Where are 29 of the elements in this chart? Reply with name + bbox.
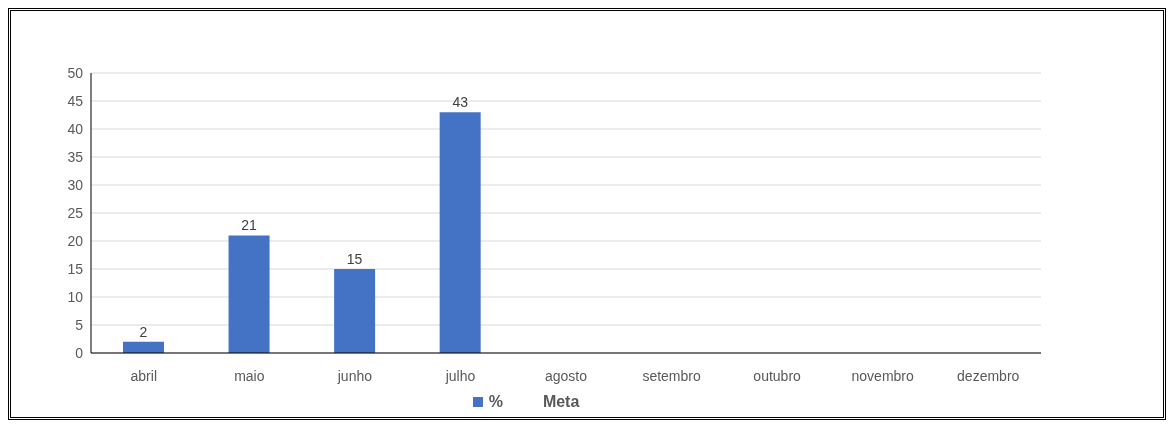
y-tick-label: 20 bbox=[67, 232, 84, 249]
y-tick-label: 50 bbox=[67, 64, 84, 81]
y-tick-label: 45 bbox=[67, 92, 84, 109]
data-label: 2 bbox=[139, 323, 148, 340]
x-tick-label: outubro bbox=[753, 367, 802, 384]
x-tick-label: dezembro bbox=[957, 367, 1020, 384]
x-tick-label: maio bbox=[234, 367, 265, 384]
legend-label: % bbox=[488, 393, 503, 411]
y-tick-label: 35 bbox=[67, 148, 84, 165]
data-label: 15 bbox=[346, 251, 363, 267]
y-tick-label: 25 bbox=[67, 204, 84, 221]
y-tick-label: 15 bbox=[67, 260, 84, 277]
x-tick-label: novembro bbox=[851, 367, 914, 384]
y-tick-label: 0 bbox=[75, 344, 84, 361]
data-label: 21 bbox=[241, 217, 258, 234]
y-tick-label: 40 bbox=[67, 120, 84, 137]
bar bbox=[334, 269, 376, 353]
bar bbox=[228, 235, 270, 353]
x-tick-label: abril bbox=[130, 367, 158, 384]
y-tick-label: 10 bbox=[67, 288, 84, 305]
data-label: 43 bbox=[452, 94, 469, 111]
x-tick-label: agosto bbox=[544, 367, 588, 384]
x-tick-label: julho bbox=[444, 367, 476, 384]
bar bbox=[439, 112, 481, 353]
x-tick-label: setembro bbox=[642, 367, 701, 384]
text: Meta bbox=[542, 393, 580, 411]
y-tick-label: 30 bbox=[67, 176, 84, 193]
y-tick-label: 5 bbox=[75, 316, 84, 333]
x-tick-label: junho bbox=[336, 367, 373, 384]
